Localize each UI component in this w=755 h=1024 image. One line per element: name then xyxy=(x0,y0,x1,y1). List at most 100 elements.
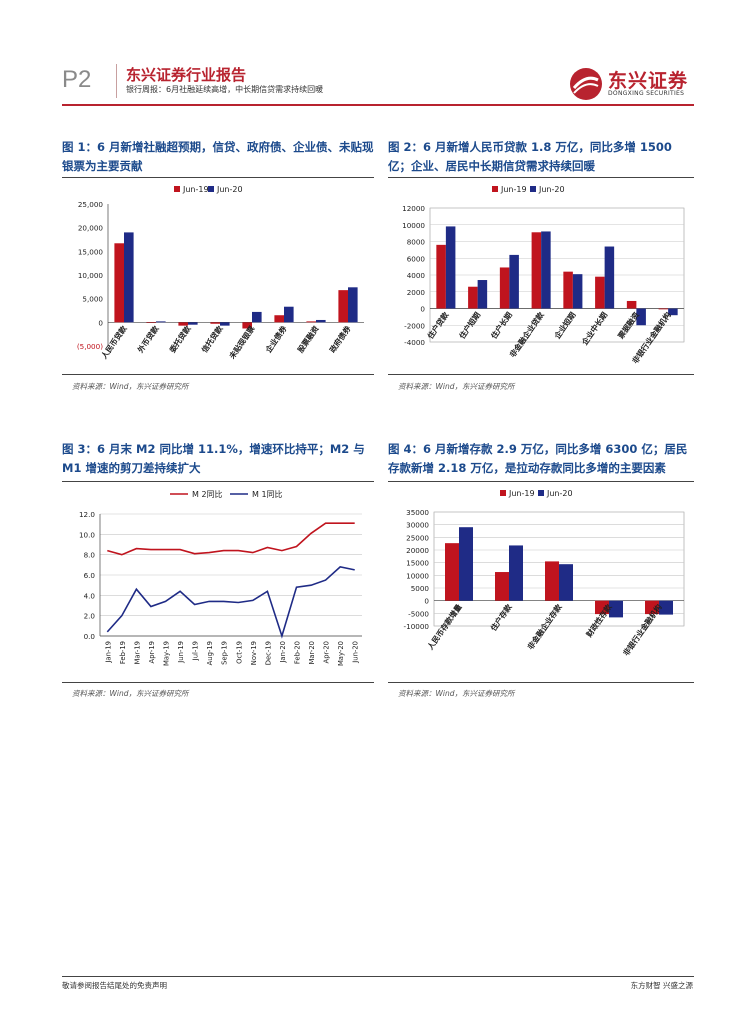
logo-text-en: DONGXING SECURITIES xyxy=(608,90,685,97)
logo-text-cn: 东兴证券 xyxy=(608,70,689,92)
y-tick-label: 5000 xyxy=(411,584,430,593)
bar xyxy=(595,600,609,615)
bar xyxy=(636,308,646,326)
figure-4-source: 资料来源：Wind，东兴证券研究所 xyxy=(398,689,515,698)
legend-swatch xyxy=(492,186,498,192)
x-tick-label: Apr-19 xyxy=(148,641,156,663)
x-tick-label: Jun-20 xyxy=(352,641,360,664)
legend-label: Jun-19 xyxy=(182,185,209,194)
figure-3-bottom-rule xyxy=(62,682,374,683)
y-tick-label: -5000 xyxy=(408,609,429,618)
figure-3-source: 资料来源：Wind，东兴证券研究所 xyxy=(72,689,189,698)
x-tick-label: 政府债券 xyxy=(327,323,353,354)
y-tick-label: 30000 xyxy=(406,521,429,530)
report-title: 东兴证券行业报告 xyxy=(126,66,247,84)
figure-1-chart: Jun-19 Jun-20 (5,000) 0 5,000 10,000 15,000 20,… xyxy=(77,185,364,361)
x-tick-label: Mar-19 xyxy=(133,641,141,665)
y-tick-label: 15000 xyxy=(406,559,429,568)
x-tick-label: 委托贷款 xyxy=(167,323,193,354)
figure-1-bottom-rule xyxy=(62,374,374,375)
y-tick-label: 35000 xyxy=(406,508,429,517)
bar xyxy=(659,600,673,615)
bar xyxy=(477,280,488,309)
bar xyxy=(563,271,573,309)
y-tick-label: 4000 xyxy=(407,271,426,280)
x-tick-label: Dec-19 xyxy=(264,641,272,665)
y-tick-label: -2000 xyxy=(404,321,425,330)
x-tick-label: 企业债券 xyxy=(262,323,288,355)
y-tick-label: 2.0 xyxy=(84,612,96,621)
bar xyxy=(306,321,316,323)
legend-label: Jun-19 xyxy=(500,185,527,194)
x-tick-label: 信托贷款 xyxy=(199,323,225,354)
y-tick-label: 6000 xyxy=(407,254,426,263)
y-tick-label: (5,000) xyxy=(77,342,103,351)
y-tick-label: 4.0 xyxy=(84,591,96,600)
page-number: P2 xyxy=(62,66,92,93)
y-tick-label: 25,000 xyxy=(78,200,104,209)
legend-swatch xyxy=(538,490,544,496)
x-tick-label: Aug-19 xyxy=(206,641,214,665)
x-tick-label: Nov-19 xyxy=(250,641,258,665)
legend-swatch xyxy=(530,186,536,192)
bar xyxy=(559,564,573,601)
y-tick-label: 10000 xyxy=(406,571,429,580)
legend-label: M 2同比 xyxy=(192,489,223,499)
bar xyxy=(445,226,456,309)
bar xyxy=(445,543,459,601)
figure-3-chart: M 2同比 M 1同比 0.0 2.0 4.0 6.0 8.0 10.0 12.0 Jan-19 F… xyxy=(79,489,362,666)
y-tick-label: -10000 xyxy=(404,622,430,631)
bar xyxy=(338,290,348,323)
bar xyxy=(572,274,583,309)
bar xyxy=(604,246,615,309)
bar xyxy=(495,572,509,601)
legend-swatch xyxy=(208,186,214,192)
bar xyxy=(348,287,358,323)
bar xyxy=(645,600,659,615)
figure-1-rule xyxy=(62,177,374,178)
x-tick-label: May-19 xyxy=(163,641,171,666)
x-tick-label: Jan-20 xyxy=(279,641,287,664)
footer-disclaimer: 敬请参阅报告结尾处的免责声明 xyxy=(62,981,167,990)
x-tick-label: Jun-19 xyxy=(177,641,185,664)
bar xyxy=(316,319,326,323)
x-tick-label: 人民币存款增量 xyxy=(424,602,463,652)
y-tick-label: 25000 xyxy=(406,533,429,542)
bar xyxy=(509,545,523,601)
figure-2-title: 图 2：6 月新增人民币贷款 1.8 万亿，同比多增 1500 亿；企业、居民中… xyxy=(388,140,672,173)
bar xyxy=(531,232,542,309)
bar xyxy=(658,308,669,310)
figure-2-rule xyxy=(388,177,694,178)
y-tick-label: 2000 xyxy=(407,288,426,297)
figure-4-title: 图 4：6 月新增存款 2.9 万亿，同比多增 6300 亿；居民存款新增 2.… xyxy=(388,442,688,475)
bar xyxy=(509,254,519,309)
bar xyxy=(188,322,198,325)
x-tick-label: 股票融资 xyxy=(295,323,321,354)
figure-1-source: 资料来源：Wind，东兴证券研究所 xyxy=(72,382,189,391)
x-tick-label: Oct-19 xyxy=(235,641,243,664)
figure-4-bottom-rule xyxy=(388,682,694,683)
bar xyxy=(468,286,478,309)
x-tick-label: Jan-19 xyxy=(104,641,112,664)
x-tick-label: Jul-19 xyxy=(192,641,200,661)
y-tick-label: 20,000 xyxy=(78,224,104,233)
legend-swatch xyxy=(174,186,180,192)
bar xyxy=(499,267,510,309)
x-tick-label: 外币贷款 xyxy=(135,323,161,354)
y-tick-label: 0 xyxy=(424,597,429,606)
figure-3-title: 图 3：6 月末 M2 同比增 11.1%，增速环比持平；M2 与 M1 增速的… xyxy=(62,442,365,475)
bar xyxy=(274,315,284,323)
bar xyxy=(626,300,637,309)
figure-2-source: 资料来源：Wind，东兴证券研究所 xyxy=(398,382,515,391)
bar xyxy=(595,276,605,309)
bar xyxy=(284,306,294,323)
legend-label: Jun-20 xyxy=(538,185,565,194)
y-tick-label: 0 xyxy=(420,305,425,314)
bar xyxy=(178,322,188,326)
y-tick-label: -4000 xyxy=(404,338,425,347)
y-tick-label: 0 xyxy=(98,318,103,327)
y-tick-label: 8.0 xyxy=(84,551,96,560)
bar xyxy=(459,527,473,601)
footer-slogan: 东方财智 兴盛之源 xyxy=(630,981,693,990)
bar xyxy=(114,243,124,323)
